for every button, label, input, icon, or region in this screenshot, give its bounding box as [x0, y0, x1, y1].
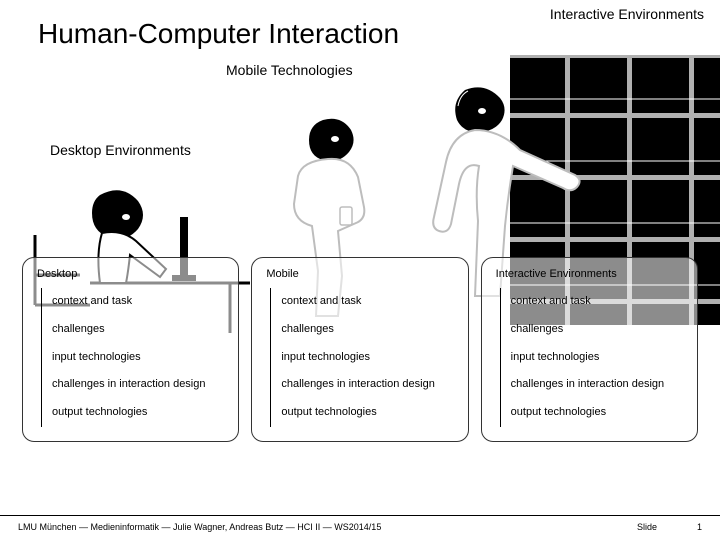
- list-item: challenges: [511, 316, 683, 344]
- list-item: input technologies: [511, 344, 683, 372]
- page-title: Human-Computer Interaction: [38, 18, 399, 50]
- list-item: context and task: [511, 288, 683, 316]
- footer-credits: LMU München — Medieninformatik — Julie W…: [18, 522, 381, 532]
- footer: LMU München — Medieninformatik — Julie W…: [0, 515, 720, 532]
- card-interactive: Interactive Environments context and tas…: [481, 257, 698, 442]
- list-item: input technologies: [52, 344, 224, 372]
- footer-page-number: 1: [697, 522, 702, 532]
- card-list: context and task challenges input techno…: [500, 288, 683, 427]
- label-interactive: Interactive Environments: [550, 6, 704, 22]
- list-item: challenges in interaction design: [52, 371, 224, 399]
- list-item: context and task: [52, 288, 224, 316]
- cards-row: Desktop context and task challenges inpu…: [22, 257, 698, 442]
- card-list: context and task challenges input techno…: [270, 288, 453, 427]
- list-item: output technologies: [511, 399, 683, 427]
- list-item: output technologies: [52, 399, 224, 427]
- list-item: challenges in interaction design: [511, 371, 683, 399]
- card-desktop: Desktop context and task challenges inpu…: [22, 257, 239, 442]
- list-item: challenges in interaction design: [281, 371, 453, 399]
- list-item: output technologies: [281, 399, 453, 427]
- card-title: Interactive Environments: [496, 268, 683, 280]
- list-item: challenges: [52, 316, 224, 344]
- card-title: Desktop: [37, 268, 224, 280]
- list-item: input technologies: [281, 344, 453, 372]
- card-list: context and task challenges input techno…: [41, 288, 224, 427]
- list-item: context and task: [281, 288, 453, 316]
- footer-slide-label: Slide: [637, 522, 657, 532]
- list-item: challenges: [281, 316, 453, 344]
- card-title: Mobile: [266, 268, 453, 280]
- card-mobile: Mobile context and task challenges input…: [251, 257, 468, 442]
